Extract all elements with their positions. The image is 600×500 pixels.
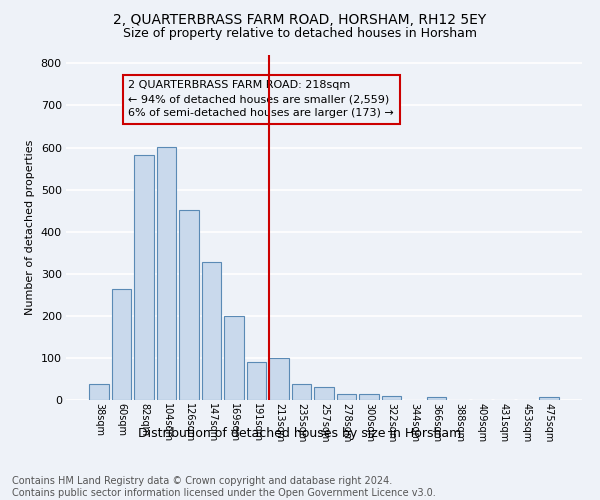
Bar	[539, 397, 559, 400]
Text: 2 QUARTERBRASS FARM ROAD: 218sqm
← 94% of detached houses are smaller (2,559)
6%: 2 QUARTERBRASS FARM ROAD: 218sqm ← 94% o…	[128, 80, 394, 118]
Text: Distribution of detached houses by size in Horsham: Distribution of detached houses by size …	[139, 428, 461, 440]
Bar	[89, 384, 109, 400]
Bar	[179, 210, 199, 400]
Text: Size of property relative to detached houses in Horsham: Size of property relative to detached ho…	[123, 28, 477, 40]
Text: 2, QUARTERBRASS FARM ROAD, HORSHAM, RH12 5EY: 2, QUARTERBRASS FARM ROAD, HORSHAM, RH12…	[113, 12, 487, 26]
Bar	[314, 386, 334, 400]
Bar	[224, 316, 244, 400]
Bar	[359, 394, 379, 400]
Bar	[112, 288, 131, 400]
Bar	[134, 154, 154, 400]
Text: Contains HM Land Registry data © Crown copyright and database right 2024.
Contai: Contains HM Land Registry data © Crown c…	[12, 476, 436, 498]
Y-axis label: Number of detached properties: Number of detached properties	[25, 140, 35, 315]
Bar	[337, 394, 356, 400]
Bar	[247, 362, 266, 400]
Bar	[427, 396, 446, 400]
Bar	[382, 396, 401, 400]
Bar	[157, 146, 176, 400]
Bar	[202, 262, 221, 400]
Bar	[269, 358, 289, 400]
Bar	[292, 384, 311, 400]
